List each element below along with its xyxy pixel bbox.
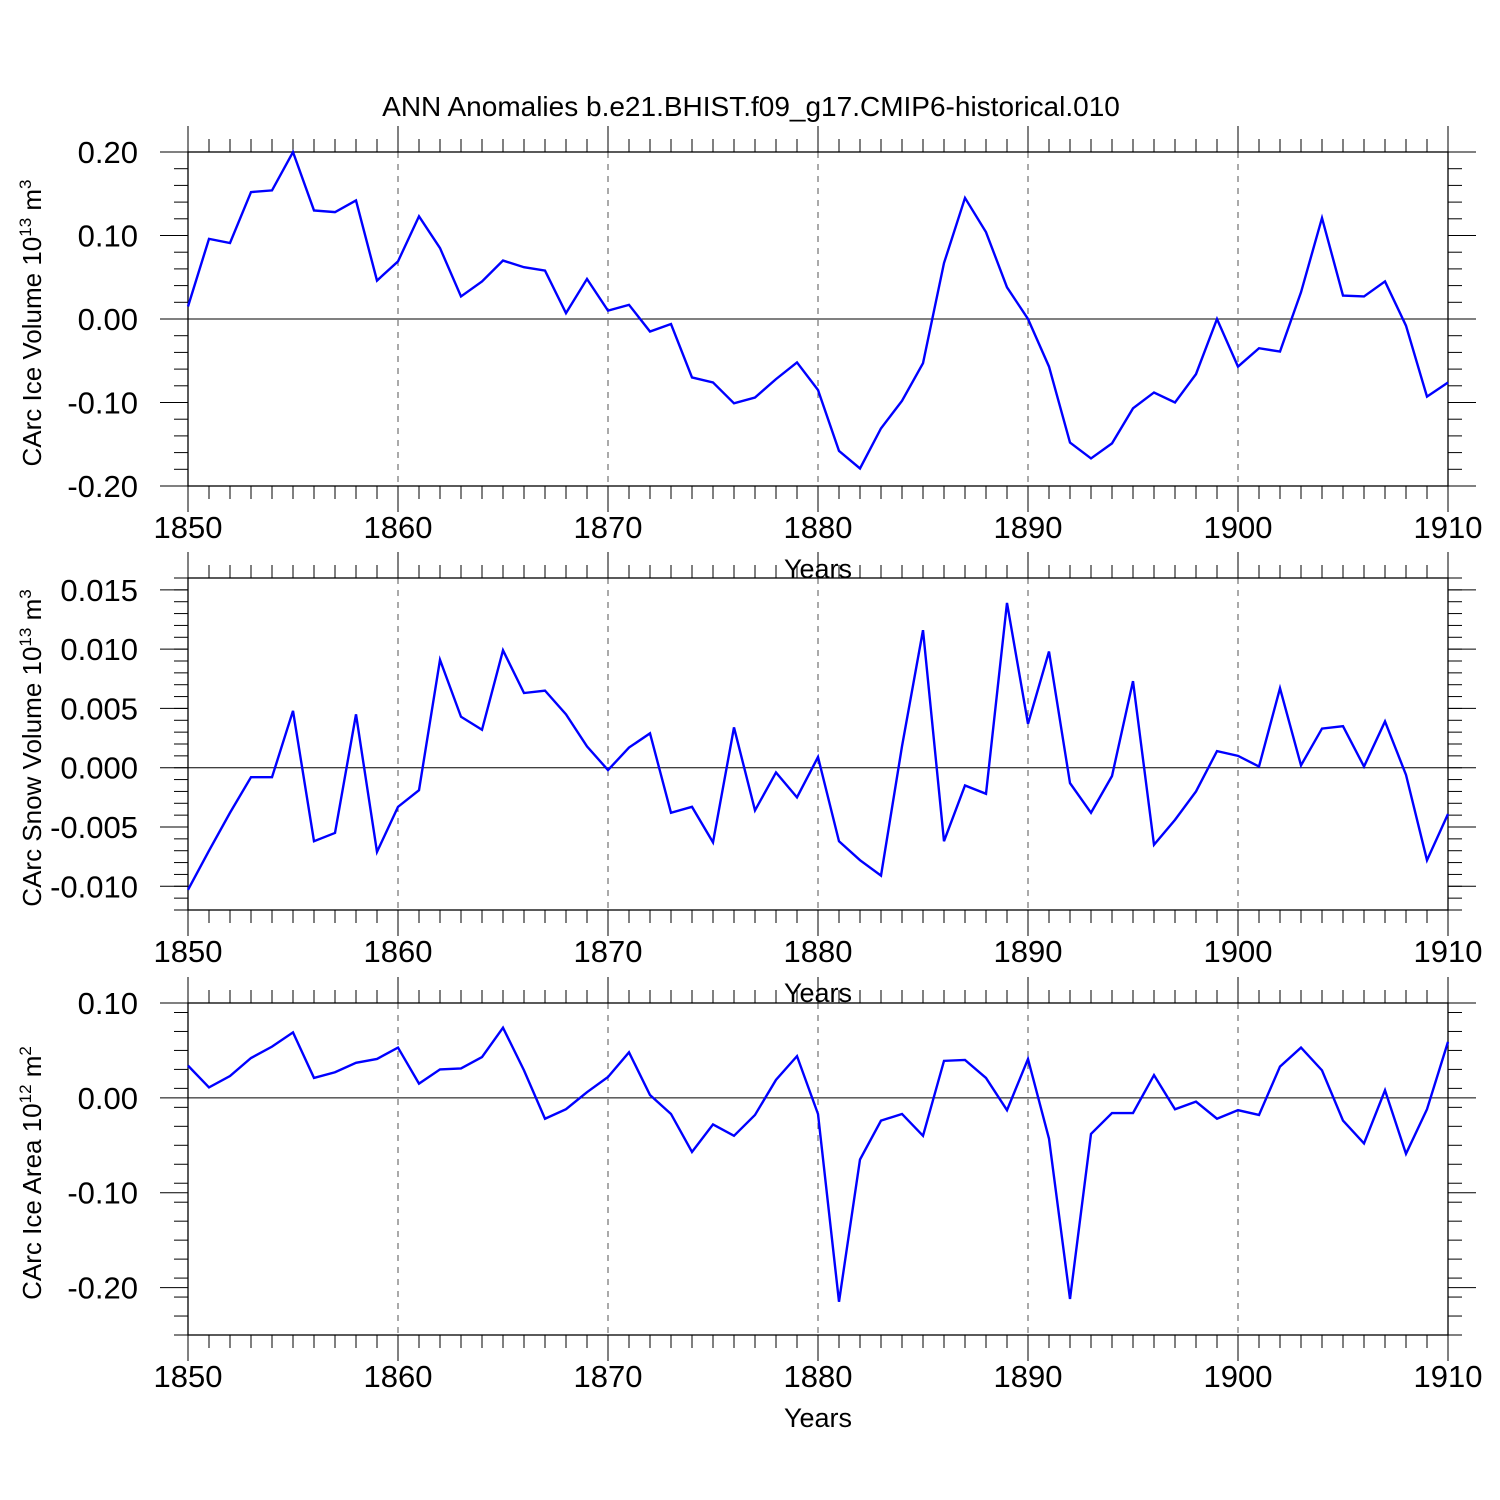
x-tick-label: 1890 [994, 510, 1063, 545]
x-tick-label: 1880 [784, 510, 853, 545]
x-axis-label: Years [784, 1403, 852, 1433]
y-tick-label: -0.005 [50, 810, 138, 845]
y-tick-label: 0.20 [78, 135, 138, 170]
x-tick-label: 1910 [1414, 934, 1483, 969]
y-tick-label: 0.010 [60, 632, 138, 667]
y-axis-label-base: CArc Snow Volume 10 [17, 647, 47, 907]
x-tick-label: 1870 [574, 934, 643, 969]
y-tick-label: -0.10 [67, 1176, 138, 1211]
y-axis-label-base: CArc Ice Area 10 [17, 1103, 47, 1300]
x-tick-label: 1850 [154, 510, 223, 545]
y-axis-label: CArc Ice Volume 1013 m3 [16, 179, 47, 466]
x-tick-label: 1900 [1204, 510, 1273, 545]
y-axis-label-base: CArc Ice Volume 10 [17, 237, 47, 467]
x-tick-label: 1860 [364, 934, 433, 969]
y-tick-label: 0.000 [60, 751, 138, 786]
y-tick-label: 0.00 [78, 302, 138, 337]
x-tick-label: 1880 [784, 934, 853, 969]
y-axis-label: CArc Ice Area 1012 m2 [16, 1046, 47, 1300]
x-tick-label: 1900 [1204, 934, 1273, 969]
x-tick-label: 1850 [154, 934, 223, 969]
y-axis-label-unit: m [17, 599, 47, 628]
y-tick-label: -0.10 [67, 386, 138, 421]
y-axis-label-exponent: 12 [16, 1084, 35, 1103]
y-axis-label-unit-exponent: 3 [16, 589, 35, 598]
y-tick-label: 0.00 [78, 1081, 138, 1116]
y-tick-label: -0.20 [67, 469, 138, 504]
data-series-line [186, 602, 1450, 891]
x-tick-label: 1900 [1204, 1359, 1273, 1394]
y-tick-label: 0.015 [60, 573, 138, 608]
data-series-line [186, 149, 1449, 471]
x-tick-label: 1870 [574, 1359, 643, 1394]
chart-title: ANN Anomalies b.e21.BHIST.f09_g17.CMIP6-… [382, 91, 1120, 122]
x-tick-label: 1880 [784, 1359, 853, 1394]
y-tick-label: 0.10 [78, 986, 138, 1021]
y-axis-label-unit: m [17, 189, 47, 218]
x-tick-label: 1890 [994, 934, 1063, 969]
y-axis-label-exponent: 13 [16, 628, 35, 647]
panel-ice-volume: 1850 1860 1870 1880 1890 1900 1910 0.20 0.10 0.00… [16, 126, 1482, 584]
x-tick-label: 1850 [154, 1359, 223, 1394]
data-series-line [187, 1025, 1450, 1302]
y-axis-label-exponent: 13 [16, 218, 35, 237]
y-tick-label: 0.005 [60, 691, 138, 726]
x-tick-label: 1870 [574, 510, 643, 545]
panel-snow-volume: 1850 1860 1870 1880 1890 1900 1910 0.015 0.010 0.… [16, 552, 1482, 1008]
x-tick-label: 1910 [1414, 1359, 1483, 1394]
y-axis-label-unit-exponent: 2 [16, 1046, 35, 1055]
y-axis-label-unit: m [17, 1056, 47, 1085]
x-tick-label: 1860 [364, 510, 433, 545]
y-tick-label: 0.10 [78, 219, 138, 254]
panel-ice-area: 1850 1860 1870 1880 1890 1900 1910 0.10 0.00 -0.1… [16, 977, 1482, 1433]
y-tick-label: -0.20 [67, 1271, 138, 1306]
y-axis-label-unit-exponent: 3 [16, 179, 35, 188]
x-tick-label: 1860 [364, 1359, 433, 1394]
x-tick-label: 1910 [1414, 510, 1483, 545]
x-tick-label: 1890 [994, 1359, 1063, 1394]
y-tick-label: -0.010 [50, 869, 138, 904]
y-axis-label: CArc Snow Volume 1013 m3 [16, 589, 47, 906]
